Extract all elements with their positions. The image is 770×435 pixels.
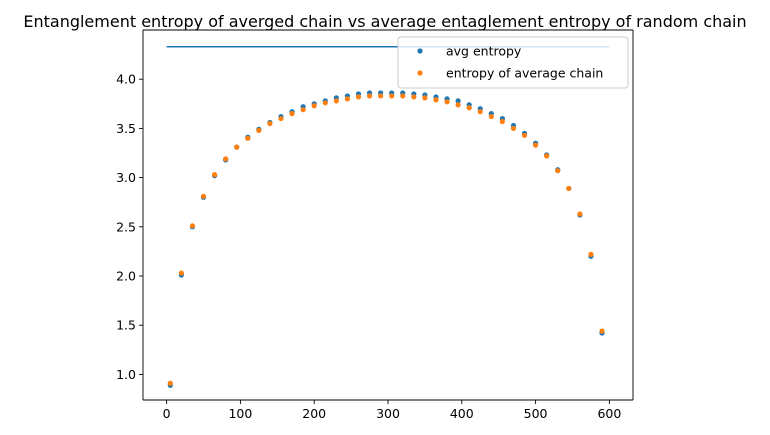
legend-marker-entropy-of-average-chain (417, 70, 423, 76)
point-entropy-of-average-chain (355, 94, 362, 100)
x-tick-label: 100 (228, 406, 252, 421)
y-tick-label: 2.0 (116, 269, 136, 284)
y-axis: 1.0 1.5 2.0 2.5 3.0 3.5 4.0 (116, 72, 143, 382)
y-tick-label: 4.0 (116, 72, 136, 87)
legend-marker-avg-entropy (417, 48, 423, 54)
point-entropy-of-average-chain (245, 135, 251, 141)
legend-box (397, 36, 629, 89)
x-tick-label: 500 (524, 406, 548, 421)
point-entropy-of-average-chain (532, 142, 539, 148)
x-tick-label: 600 (597, 406, 621, 421)
point-entropy-of-average-chain (510, 125, 517, 132)
x-tick-label: 0 (163, 406, 171, 421)
point-entropy-of-average-chain (223, 156, 229, 162)
point-entropy-of-average-chain (256, 127, 262, 133)
point-entropy-of-average-chain (555, 168, 561, 174)
y-tick-label: 1.5 (116, 318, 136, 333)
point-entropy-of-average-chain (477, 109, 483, 115)
point-entropy-of-average-chain (300, 107, 306, 113)
x-axis: 0 100 200 300 400 500 600 (163, 400, 621, 421)
point-entropy-of-average-chain (566, 185, 572, 192)
point-entropy-of-average-chain (422, 95, 428, 101)
point-entropy-of-average-chain (234, 144, 240, 150)
point-avg-entropy (455, 98, 461, 104)
point-entropy-of-average-chain (189, 223, 196, 229)
point-entropy-of-average-chain (178, 270, 184, 276)
point-entropy-of-average-chain (411, 94, 417, 100)
point-entropy-of-average-chain (588, 251, 594, 257)
legend: avg entropy entropy of average chain (397, 36, 629, 89)
point-entropy-of-average-chain (455, 102, 461, 108)
point-entropy-of-average-chain (544, 153, 550, 159)
point-entropy-of-average-chain (366, 93, 373, 99)
point-entropy-of-average-chain (289, 111, 295, 117)
chart-title: Entanglement entropy of averged chain vs… (23, 12, 746, 31)
y-tick-label: 3.5 (116, 121, 136, 136)
legend-label-avg-entropy: avg entropy (446, 44, 522, 59)
point-entropy-of-average-chain (378, 93, 384, 99)
y-tick-label: 1.0 (116, 367, 136, 382)
x-tick-label: 200 (302, 406, 326, 421)
point-entropy-of-average-chain (333, 98, 339, 104)
point-entropy-of-average-chain (311, 103, 317, 109)
point-entropy-of-average-chain (444, 99, 450, 105)
point-entropy-of-average-chain (211, 172, 218, 178)
point-entropy-of-average-chain (488, 113, 494, 120)
point-entropy-of-average-chain (599, 328, 605, 334)
point-entropy-of-average-chain (499, 118, 505, 125)
point-entropy-of-average-chain (521, 132, 528, 138)
point-entropy-of-average-chain (577, 211, 583, 217)
x-tick-label: 400 (450, 406, 474, 421)
point-entropy-of-average-chain (466, 105, 472, 111)
point-entropy-of-average-chain (389, 93, 395, 99)
point-entropy-of-average-chain (267, 120, 273, 127)
point-entropy-of-average-chain (344, 96, 351, 102)
point-entropy-of-average-chain (200, 193, 207, 199)
point-entropy-of-average-chain (433, 97, 439, 103)
point-entropy-of-average-chain (167, 380, 173, 386)
point-entropy-of-average-chain (400, 93, 406, 99)
point-entropy-of-average-chain (278, 115, 284, 122)
point-entropy-of-average-chain (322, 100, 328, 106)
legend-label-entropy-of-average-chain: entropy of average chain (446, 66, 603, 81)
y-tick-label: 3.0 (116, 170, 136, 185)
plot-area (143, 30, 633, 400)
y-tick-label: 2.5 (116, 219, 136, 234)
x-tick-label: 300 (376, 406, 400, 421)
